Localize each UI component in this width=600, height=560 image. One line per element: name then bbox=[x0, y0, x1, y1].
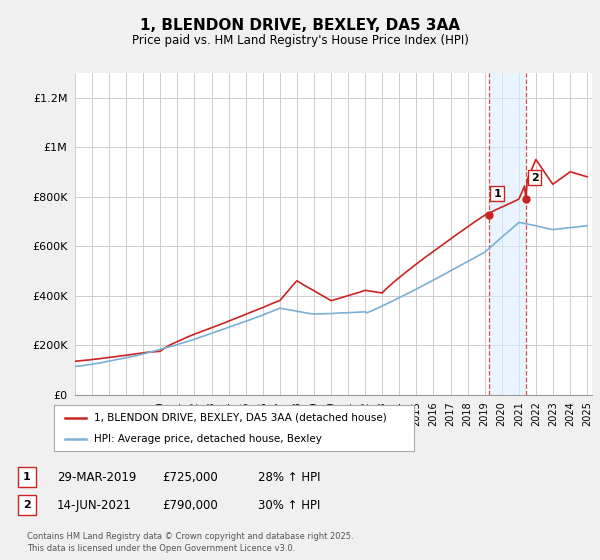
Text: 2: 2 bbox=[23, 500, 31, 510]
Text: 2: 2 bbox=[531, 172, 539, 183]
Text: 1: 1 bbox=[23, 472, 31, 482]
Text: 29-MAR-2019: 29-MAR-2019 bbox=[57, 470, 136, 484]
Text: £725,000: £725,000 bbox=[162, 470, 218, 484]
Text: 30% ↑ HPI: 30% ↑ HPI bbox=[258, 498, 320, 512]
Text: HPI: Average price, detached house, Bexley: HPI: Average price, detached house, Bexl… bbox=[94, 435, 322, 444]
Text: 1, BLENDON DRIVE, BEXLEY, DA5 3AA: 1, BLENDON DRIVE, BEXLEY, DA5 3AA bbox=[140, 18, 460, 33]
Text: £790,000: £790,000 bbox=[162, 498, 218, 512]
Text: 14-JUN-2021: 14-JUN-2021 bbox=[57, 498, 132, 512]
Text: Contains HM Land Registry data © Crown copyright and database right 2025.
This d: Contains HM Land Registry data © Crown c… bbox=[27, 533, 353, 553]
Text: 28% ↑ HPI: 28% ↑ HPI bbox=[258, 470, 320, 484]
Text: 1, BLENDON DRIVE, BEXLEY, DA5 3AA (detached house): 1, BLENDON DRIVE, BEXLEY, DA5 3AA (detac… bbox=[94, 413, 386, 423]
Text: Price paid vs. HM Land Registry's House Price Index (HPI): Price paid vs. HM Land Registry's House … bbox=[131, 34, 469, 46]
Text: 1: 1 bbox=[493, 189, 501, 199]
Bar bbox=[489, 73, 526, 395]
